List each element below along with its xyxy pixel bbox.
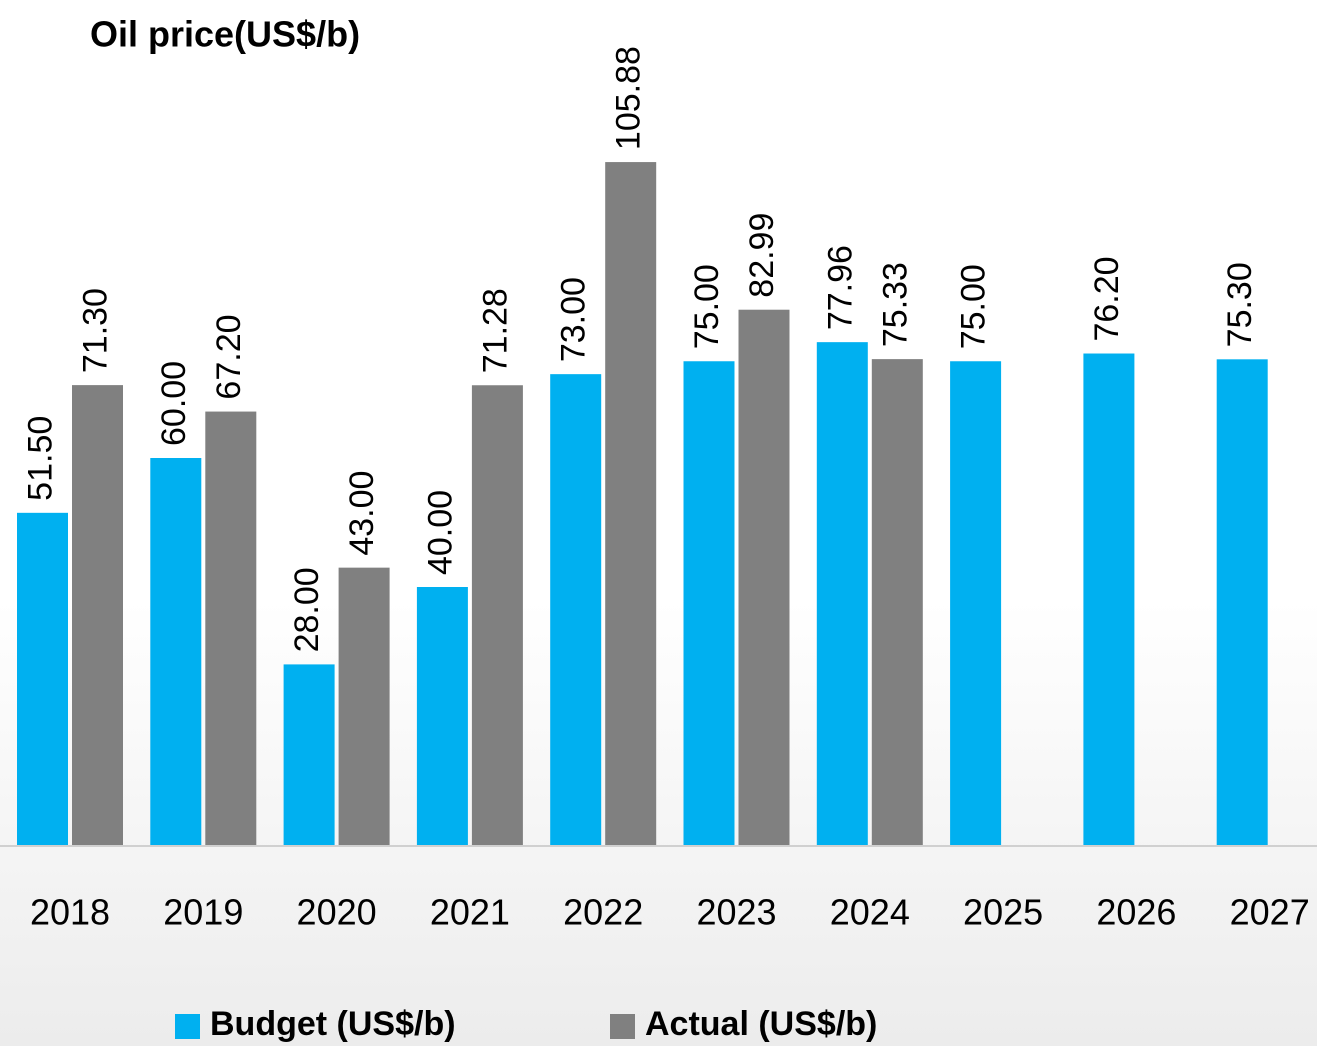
bar [17, 512, 68, 845]
bar [205, 411, 257, 845]
x-tick-label: 2021 [430, 892, 510, 933]
value-label: 28.00 [288, 567, 326, 652]
bar [1083, 353, 1135, 845]
value-label: 75.33 [876, 262, 914, 347]
bar [871, 359, 923, 845]
bar [1216, 359, 1268, 845]
bar [605, 162, 657, 846]
legend-label: Budget (US$/b) [210, 1005, 456, 1043]
value-label: 71.30 [76, 288, 114, 373]
chart-title: Oil price(US$/b) [90, 14, 360, 55]
value-label: 40.00 [421, 490, 459, 575]
bar [816, 342, 868, 845]
x-tick-label: 2024 [830, 892, 910, 933]
legend-swatch [610, 1014, 635, 1039]
x-tick-label: 2018 [30, 892, 110, 933]
bar [683, 361, 735, 845]
value-label: 75.30 [1221, 262, 1259, 347]
x-tick-label: 2026 [1096, 892, 1176, 933]
bar [550, 374, 602, 845]
value-label: 71.28 [476, 288, 514, 373]
value-label: 105.88 [610, 46, 648, 150]
bar [150, 458, 202, 845]
x-tick-label: 2025 [963, 892, 1043, 933]
x-tick-label: 2020 [297, 892, 377, 933]
bar [338, 567, 390, 845]
x-tick-label: 2019 [163, 892, 243, 933]
value-label: 82.99 [743, 213, 781, 298]
bar [283, 664, 335, 845]
bar [471, 385, 523, 845]
value-label: 77.96 [821, 245, 859, 330]
bar [738, 309, 790, 846]
bar [72, 385, 123, 845]
x-tick-label: 2027 [1230, 892, 1310, 933]
value-label: 73.00 [555, 277, 593, 362]
x-tick-label: 2022 [563, 892, 643, 933]
value-label: 75.00 [688, 264, 726, 349]
value-label: 67.20 [210, 314, 248, 399]
value-label: 75.00 [955, 264, 993, 349]
bar [416, 587, 468, 845]
value-label: 51.50 [21, 416, 59, 501]
x-tick-label: 2023 [696, 892, 776, 933]
value-label: 60.00 [155, 361, 193, 446]
value-label: 43.00 [343, 471, 381, 556]
value-label: 76.20 [1088, 256, 1126, 341]
bar [950, 361, 1002, 845]
legend-swatch [175, 1014, 200, 1039]
legend-label: Actual (US$/b) [645, 1005, 877, 1043]
